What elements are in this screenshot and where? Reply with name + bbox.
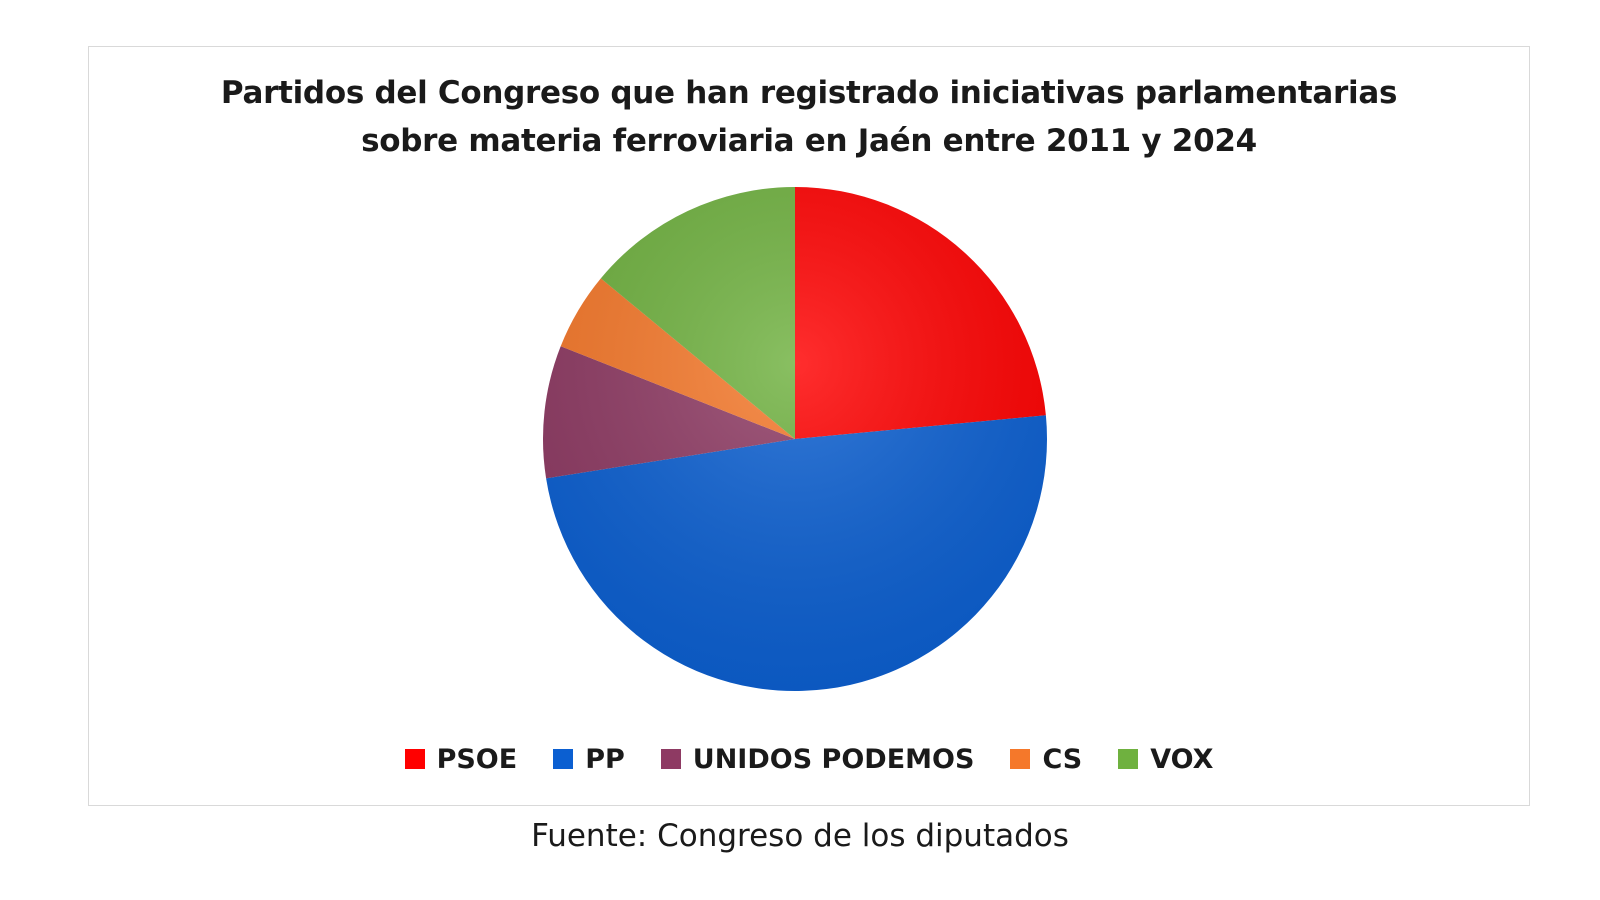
legend-label-cs: CS	[1042, 743, 1083, 775]
source-caption: Fuente: Congreso de los diputados	[531, 818, 1069, 854]
legend-item-vox: VOX	[1118, 744, 1213, 775]
legend-item-cs: CS	[1010, 744, 1082, 775]
chart-frame: Partidos del Congreso que han registrado…	[88, 46, 1530, 806]
legend-label-unidos-podemos: UNIDOS PODEMOS	[692, 743, 975, 775]
legend-label-pp: PP	[585, 743, 625, 775]
legend-label-vox: VOX	[1150, 743, 1214, 775]
pie-slice-psoe	[795, 187, 1046, 439]
legend-swatch-psoe	[404, 749, 425, 769]
chart-title: Partidos del Congreso que han registrado…	[89, 69, 1529, 165]
legend-swatch-cs	[1010, 749, 1031, 769]
legend-item-psoe: PSOE	[404, 743, 518, 775]
legend-swatch-unidos-podemos	[660, 749, 681, 769]
legend-swatch-pp	[553, 749, 574, 769]
legend-swatch-vox	[1118, 749, 1139, 769]
pie-slices	[543, 187, 1047, 692]
legend-item-pp: PP	[553, 744, 625, 775]
chart-legend: PSOE PP UNIDOS PODEMOS CS VOX	[89, 737, 1529, 781]
legend-item-unidos-podemos: UNIDOS PODEMOS	[660, 743, 975, 775]
chart-title-line-1: Partidos del Congreso que han registrado…	[220, 75, 1398, 111]
legend-label-psoe: PSOE	[436, 743, 518, 775]
chart-title-line-2: sobre materia ferroviaria en Jaén entre …	[361, 123, 1257, 159]
